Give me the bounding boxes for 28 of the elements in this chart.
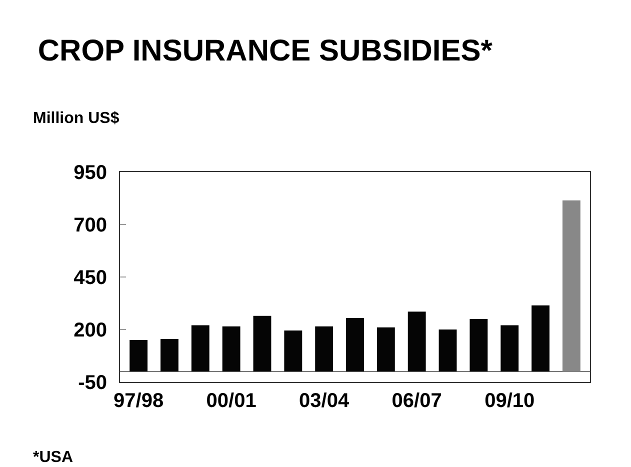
- bar: [500, 325, 519, 372]
- bar: [562, 200, 580, 372]
- y-tick-label: 700: [74, 214, 107, 236]
- bar: [470, 319, 488, 372]
- y-tick-label: -50: [78, 372, 107, 394]
- text: *USA: [33, 449, 74, 466]
- bar: [346, 318, 364, 372]
- bar: [222, 326, 240, 372]
- chart-title: CROP INSURANCE SUBSIDIES*: [38, 34, 493, 68]
- bar: [284, 330, 302, 372]
- y-axis-title: Million US$: [33, 110, 120, 127]
- y-tick-label: 200: [74, 320, 107, 342]
- y-tick-label: 450: [74, 267, 107, 289]
- bar: [130, 340, 148, 372]
- x-tick-label: 09/10: [484, 390, 535, 412]
- bar: [532, 305, 550, 372]
- bar: [160, 338, 178, 372]
- x-tick-label: 03/04: [299, 390, 350, 412]
- bar: [191, 325, 210, 372]
- y-tick-label: 950: [74, 162, 107, 184]
- bar: [253, 316, 272, 372]
- bar: [408, 312, 426, 372]
- x-tick-label: 97/98: [114, 390, 164, 412]
- bar: [315, 326, 334, 372]
- bar: [376, 327, 395, 372]
- x-tick-label: 06/07: [392, 390, 442, 412]
- bar: [438, 330, 457, 372]
- x-tick-label: 00/01: [206, 390, 256, 412]
